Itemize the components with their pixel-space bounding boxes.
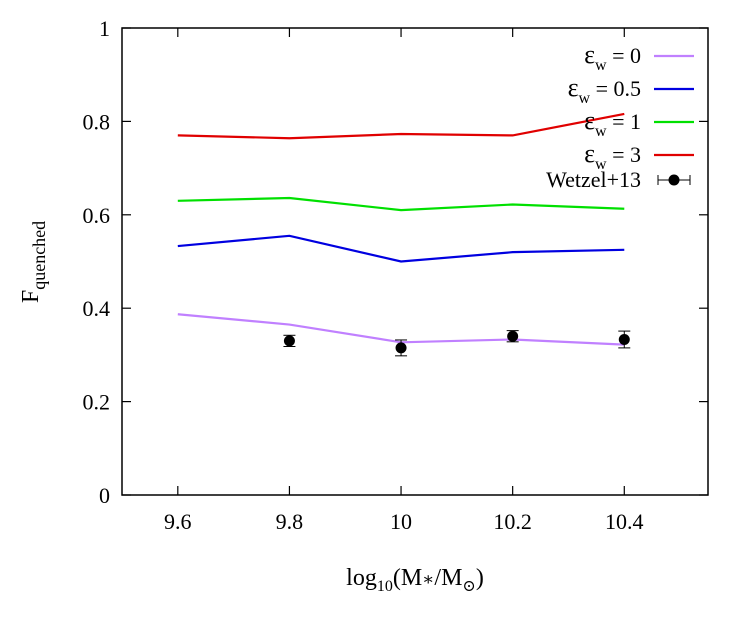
series-layer: [177, 112, 625, 346]
y-tick-label: 0.8: [83, 109, 111, 134]
x-tick-label: 10.4: [605, 509, 644, 534]
axis-ticks: [122, 27, 708, 496]
data-point: [618, 333, 630, 345]
y-tick-label: 0.4: [83, 296, 111, 321]
series-line-1: [177, 234, 625, 263]
plot-frame: [121, 27, 709, 496]
legend-label: Wetzel+13: [546, 167, 641, 192]
y-tick-label: 0: [99, 483, 110, 508]
y-tick-label: 0.2: [83, 390, 111, 415]
legend-label: εw = 3: [584, 139, 641, 173]
data-point: [283, 335, 295, 347]
series-line-3: [177, 112, 625, 140]
legend-marker: [668, 174, 680, 186]
x-tick-label: 10.2: [493, 509, 532, 534]
x-tick-label: 9.6: [164, 509, 192, 534]
data-point: [507, 330, 519, 342]
legend-label: εw = 1: [584, 106, 641, 140]
x-tick-label: 10: [390, 509, 412, 534]
legend-label: εw = 0: [584, 40, 641, 74]
series-line-2: [177, 196, 625, 212]
x-axis-label: log10(M∗/M⊙): [346, 565, 484, 595]
data-point: [395, 342, 407, 354]
x-tick-label: 9.8: [276, 509, 304, 534]
axis-tick-labels: 9.6 9.8 10 10.2 10.4 0 0.2 0.4 0.6 0.8 1: [83, 16, 644, 534]
y-tick-label: 0.6: [83, 203, 111, 228]
legend-label: εw = 0.5: [568, 73, 641, 107]
y-axis-label: Fquenched: [18, 221, 49, 303]
observations-layer: [283, 330, 631, 357]
y-tick-label: 1: [99, 16, 110, 41]
